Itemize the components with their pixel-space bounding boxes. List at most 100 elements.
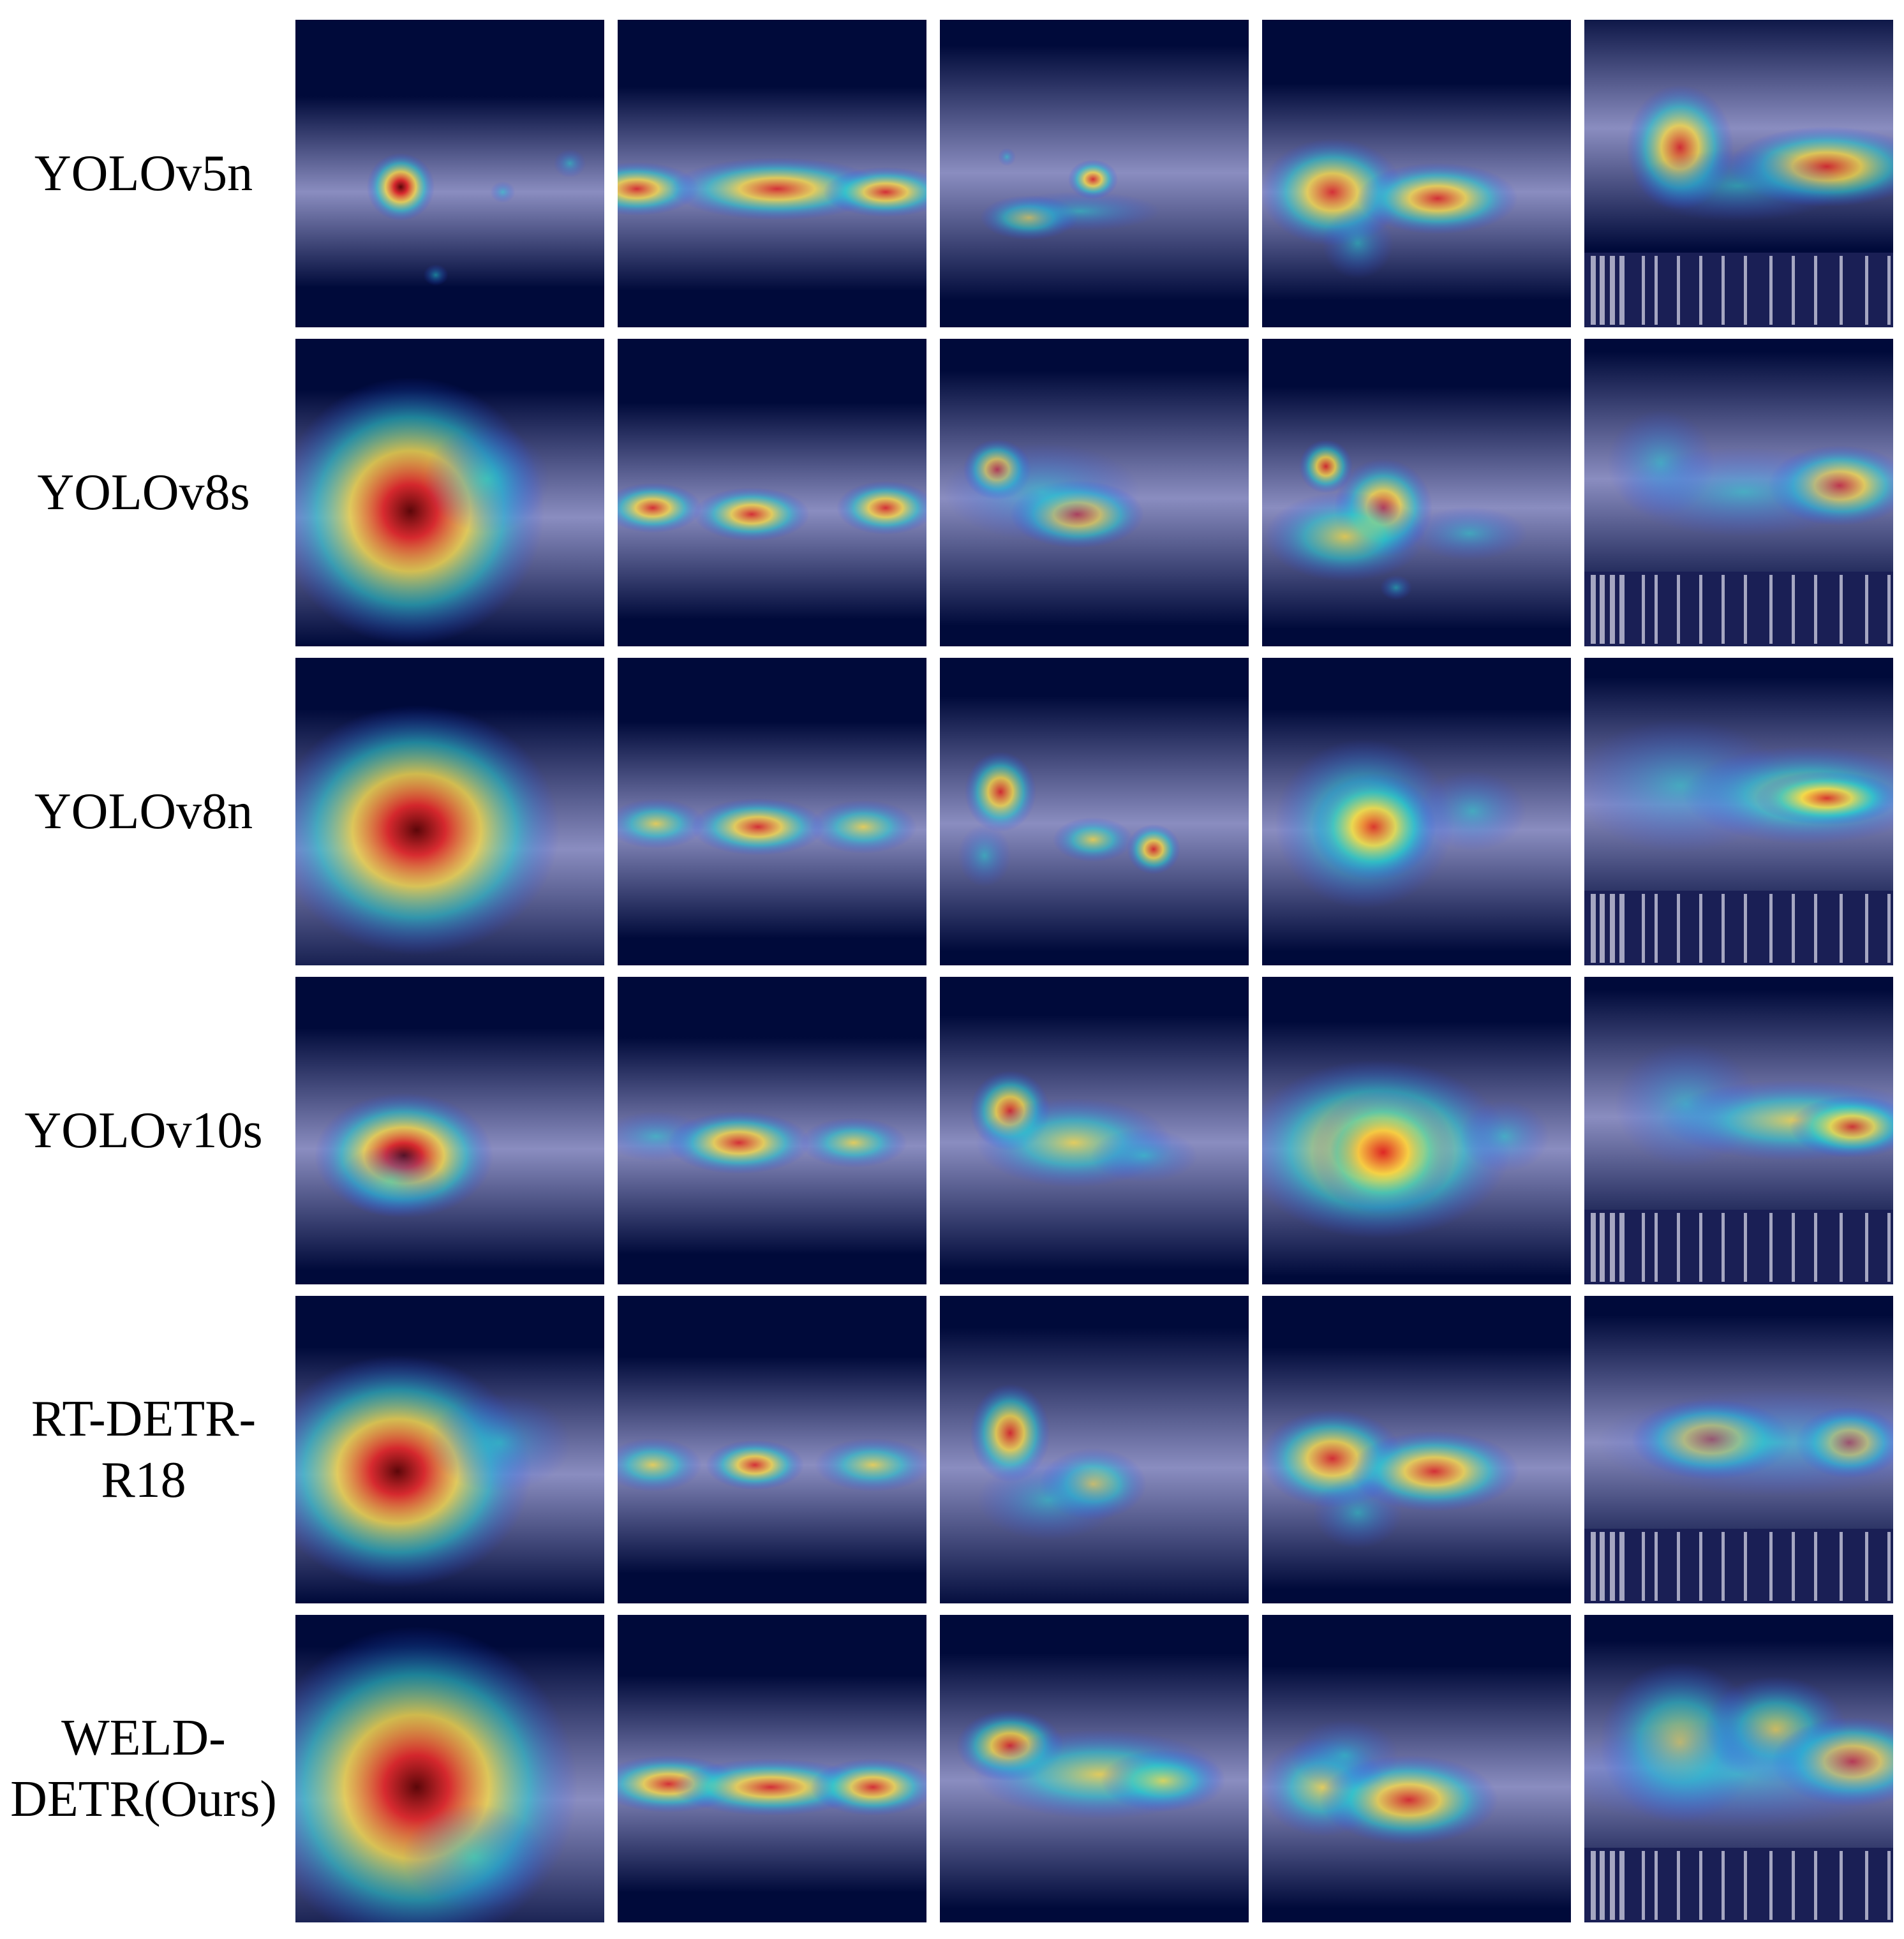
activation-hotspot	[1619, 447, 1869, 537]
heatmap-image-tile	[1584, 658, 1893, 965]
activation-hotspot	[1265, 492, 1425, 581]
activation-hotspot	[1584, 1721, 1893, 1828]
heatmap-image-tile	[1584, 339, 1893, 646]
iqi-wire-bar	[1642, 256, 1645, 325]
iqi-wire-bar	[1600, 575, 1605, 644]
iqi-wire-bar	[1591, 1532, 1596, 1601]
activation-hotspot	[1312, 1090, 1455, 1215]
heatmap-image-tile	[295, 658, 604, 965]
heatmap-image-tile	[1262, 20, 1571, 327]
activation-hotspot	[338, 1145, 445, 1217]
iqi-wire-bar	[1619, 575, 1625, 644]
heatmap-image-tile	[295, 1615, 604, 1922]
heatmap-image-tile	[1584, 20, 1893, 327]
activation-hotspot	[977, 1460, 1120, 1540]
activation-hotspot	[944, 443, 1140, 541]
iqi-wire-bar	[1792, 256, 1795, 325]
iqi-wire-bar	[1642, 1532, 1645, 1601]
iqi-wire-bar	[1600, 256, 1605, 325]
heatmap-image-tile	[940, 1296, 1249, 1603]
activation-hotspot	[1411, 507, 1528, 560]
image-quality-indicator-strip	[1584, 1529, 1893, 1603]
iqi-wire-bar	[1619, 894, 1625, 963]
iqi-wire-bar	[1591, 894, 1596, 963]
heatmap-image-tile	[940, 1615, 1249, 1922]
heatmap-image-tile	[618, 339, 926, 646]
activation-hotspot	[1380, 575, 1413, 600]
heatmap-image-tile	[1262, 977, 1571, 1284]
activation-hotspot	[424, 426, 549, 533]
activation-hotspot	[1755, 771, 1893, 825]
activation-hotspot	[670, 158, 884, 220]
iqi-wire-bar	[1677, 256, 1680, 325]
iqi-wire-bar	[1769, 575, 1773, 644]
heatmap-image-tile	[618, 658, 926, 965]
iqi-wire-bar	[1591, 1213, 1596, 1282]
iqi-wire-bar	[1655, 575, 1658, 644]
weld-seam-band	[295, 96, 604, 288]
row-label: WELD- DETR(Ours)	[10, 1710, 277, 1827]
activation-hotspot	[1090, 1129, 1198, 1182]
activation-hotspot	[1311, 773, 1436, 880]
iqi-wire-bar	[1887, 894, 1891, 963]
activation-hotspot	[810, 1758, 926, 1816]
activation-hotspot	[1299, 440, 1353, 493]
heatmap-image-tile	[618, 977, 926, 1284]
iqi-wire-bar	[1865, 575, 1868, 644]
image-quality-indicator-strip	[1584, 253, 1893, 327]
iqi-wire-bar	[1887, 256, 1891, 325]
iqi-wire-bar	[1840, 256, 1843, 325]
iqi-wire-bar	[1814, 575, 1817, 644]
activation-hotspot	[403, 1804, 546, 1911]
iqi-wire-bar	[1792, 1851, 1795, 1920]
activation-hotspot	[1313, 1477, 1402, 1549]
heatmap-image-tile	[1584, 1296, 1893, 1603]
activation-hotspot	[1790, 1096, 1893, 1158]
row-label: YOLOv8s	[37, 464, 250, 521]
iqi-wire-bar	[1677, 1532, 1680, 1601]
heatmap-image-tile	[295, 339, 604, 646]
iqi-wire-bar	[1792, 894, 1795, 963]
heatmap-image-tile	[1262, 1296, 1571, 1603]
iqi-wire-bar	[1840, 1213, 1843, 1282]
iqi-wire-bar	[1610, 256, 1615, 325]
activation-hotspot	[694, 487, 810, 541]
heatmap-image-tile	[295, 977, 604, 1284]
iqi-wire-bar	[1840, 894, 1843, 963]
iqi-wire-bar	[1699, 256, 1702, 325]
iqi-wire-bar	[1769, 1532, 1773, 1601]
iqi-wire-bar	[1722, 894, 1725, 963]
iqi-wire-bar	[1865, 256, 1868, 325]
activation-hotspot	[706, 1439, 804, 1490]
iqi-wire-bar	[1865, 894, 1868, 963]
activation-hotspot	[1357, 163, 1518, 234]
activation-hotspot	[1322, 207, 1394, 279]
activation-hotspot	[428, 1393, 571, 1492]
iqi-wire-bar	[1769, 1851, 1773, 1920]
activation-hotspot	[691, 798, 825, 856]
heatmap-image-tile	[295, 20, 604, 327]
iqi-wire-bar	[1792, 1532, 1795, 1601]
iqi-wire-bar	[1619, 1851, 1625, 1920]
iqi-wire-bar	[1655, 894, 1658, 963]
iqi-wire-bar	[1887, 1532, 1891, 1601]
activation-hotspot	[1053, 817, 1133, 862]
iqi-wire-bar	[1865, 1213, 1868, 1282]
iqi-wire-bar	[1722, 256, 1725, 325]
activation-hotspot	[490, 181, 516, 203]
iqi-wire-bar	[1699, 1532, 1702, 1601]
iqi-wire-bar	[1814, 894, 1817, 963]
iqi-wire-bar	[1840, 1851, 1843, 1920]
activation-hotspot	[295, 705, 560, 955]
image-quality-indicator-strip	[1584, 891, 1893, 965]
activation-hotspot	[837, 481, 926, 535]
heatmap-image-tile	[618, 1296, 926, 1603]
iqi-wire-bar	[1600, 1851, 1605, 1920]
iqi-wire-bar	[1600, 1532, 1605, 1601]
activation-hotspot	[958, 824, 1011, 887]
activation-hotspot	[970, 1384, 1050, 1482]
activation-hotspot	[1597, 1389, 1893, 1496]
activation-hotspot	[618, 1438, 702, 1492]
activation-hotspot	[618, 162, 699, 216]
image-quality-indicator-strip	[1584, 572, 1893, 646]
